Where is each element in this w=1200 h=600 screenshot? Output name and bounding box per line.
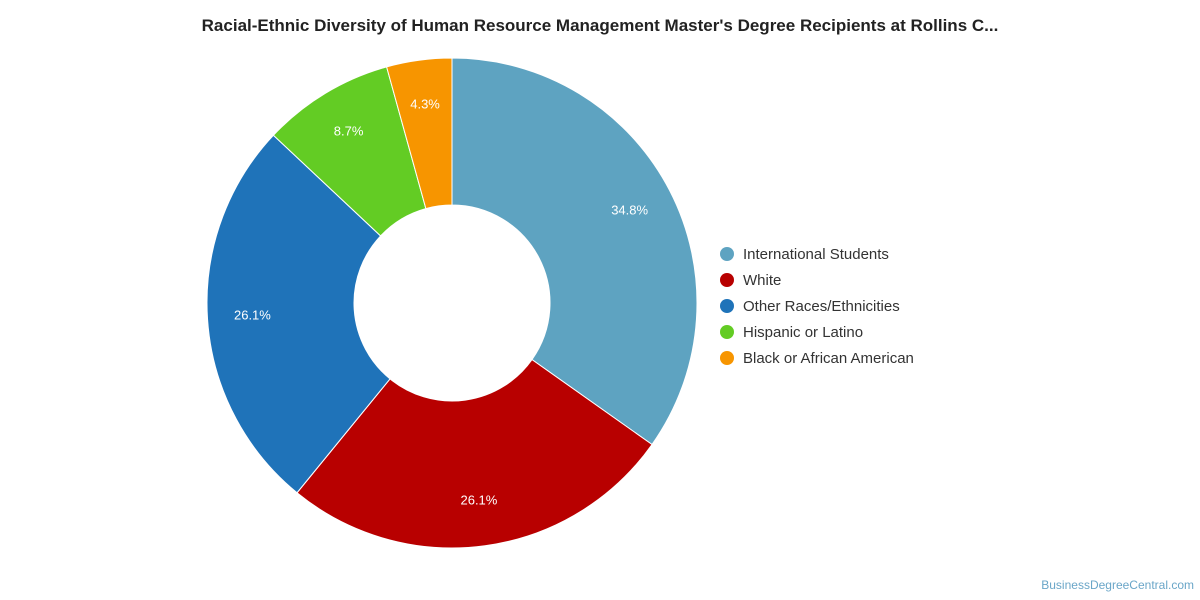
slice-value-label: 26.1% — [460, 493, 497, 508]
legend-swatch — [720, 299, 734, 313]
legend-swatch — [720, 351, 734, 365]
slice-value-label: 34.8% — [611, 203, 648, 218]
legend-label: White — [743, 271, 782, 289]
source-credit[interactable]: BusinessDegreeCentral.com — [1041, 578, 1194, 592]
legend: International Students White Other Races… — [720, 241, 914, 371]
legend-label: Other Races/Ethnicities — [743, 297, 900, 315]
legend-item-international-students[interactable]: International Students — [720, 241, 914, 267]
legend-item-other-races[interactable]: Other Races/Ethnicities — [720, 293, 914, 319]
chart-title: Racial-Ethnic Diversity of Human Resourc… — [201, 16, 999, 35]
slice-other-races-ethnicities[interactable] — [206, 134, 391, 494]
slice-white[interactable] — [296, 358, 653, 549]
legend-label: Hispanic or Latino — [743, 323, 864, 341]
legend-label: International Students — [743, 245, 889, 263]
legend-item-hispanic-or-latino[interactable]: Hispanic or Latino — [720, 319, 914, 345]
legend-item-white[interactable]: White — [720, 267, 914, 293]
legend-label: Black or African American — [743, 349, 914, 367]
slice-value-label: 8.7% — [334, 123, 364, 138]
slice-international-students[interactable] — [451, 57, 698, 446]
legend-swatch — [720, 325, 734, 339]
slice-black-or-african-american[interactable] — [385, 57, 453, 210]
legend-item-black-or-african-american[interactable]: Black or African American — [720, 345, 914, 371]
slice-value-label: 4.3% — [410, 96, 440, 111]
legend-swatch — [720, 247, 734, 261]
legend-swatch — [720, 273, 734, 287]
slice-value-label: 26.1% — [234, 308, 271, 323]
